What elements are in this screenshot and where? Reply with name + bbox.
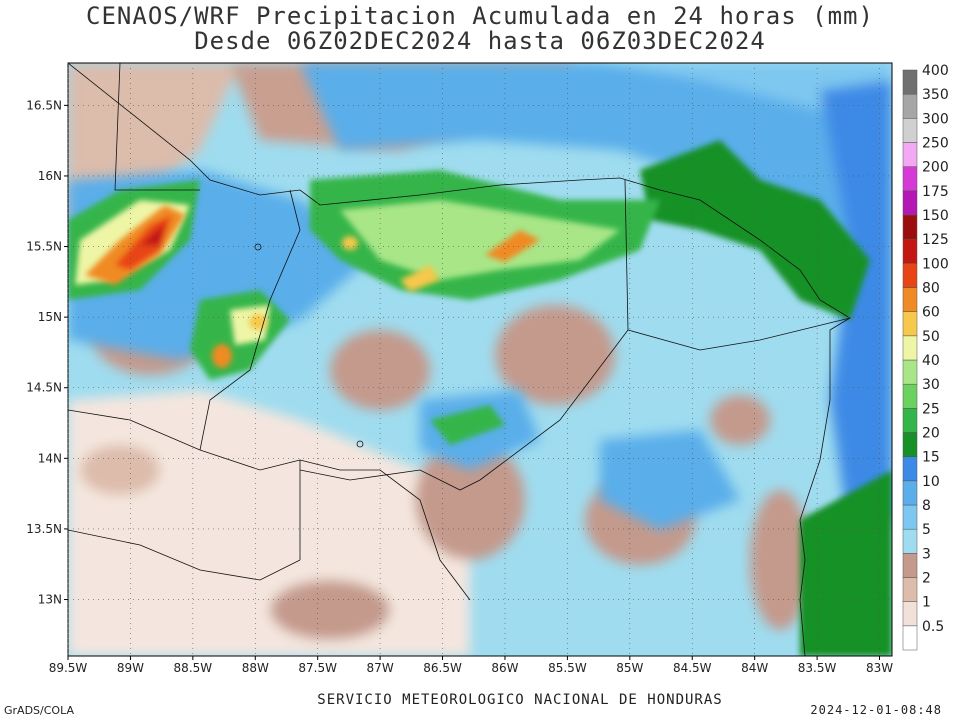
colorbar-swatch [902, 456, 918, 482]
lon-label: 86W [491, 661, 518, 675]
colorbar-label: 10 [922, 474, 940, 490]
lon-label: 86.5W [423, 661, 462, 675]
lat-label: 14N [38, 451, 62, 465]
agency-footer: SERVICIO METEOROLOGICO NACIONAL DE HONDU… [317, 692, 723, 708]
latitude-labels: 16.5N 16N 15.5N 15N 14.5N 14N 13.5N 13N [26, 98, 62, 606]
colorbar-swatch [902, 69, 918, 95]
lat-label: 14.5N [26, 381, 62, 395]
colorbar-label: 40 [922, 353, 940, 369]
colorbar-swatch [902, 166, 918, 192]
colorbar-label: 400 [922, 63, 949, 79]
colorbar-swatch [902, 287, 918, 312]
colorbar-label: 350 [922, 87, 949, 103]
colorbar-swatch [902, 142, 918, 167]
colorbar-label: 300 [922, 111, 949, 127]
map-subtitle: Desde 06Z02DEC2024 hasta 06Z03DEC2024 [194, 27, 766, 55]
colorbar-swatch [902, 432, 918, 457]
map-title: CENAOS/WRF Precipitacion Acumulada en 24… [86, 2, 874, 30]
lat-label: 13N [38, 593, 62, 607]
colorbar-label: 15 [922, 450, 940, 466]
colorbar-swatch [902, 528, 918, 554]
colorbar-label: 60 [922, 305, 940, 321]
lon-label: 89.5W [49, 661, 88, 675]
colorbar-swatch [902, 311, 918, 337]
software-credit: GrADS/COLA [4, 704, 74, 717]
colorbar-swatch [902, 190, 918, 216]
lon-label: 85.5W [548, 661, 587, 675]
lon-label: 87W [367, 661, 394, 675]
colorbar-swatch [902, 553, 918, 578]
colorbar-swatch [902, 601, 918, 627]
colorbar-label: 30 [922, 377, 940, 393]
lon-label: 87.5W [298, 661, 337, 675]
graticule [64, 63, 892, 660]
lat-label: 15.5N [26, 240, 62, 254]
colorbar-label: 25 [922, 401, 940, 417]
timestamp: 2024-12-01-08:48 [810, 703, 942, 717]
colorbar-label: 250 [922, 136, 949, 152]
lon-label: 88W [242, 661, 269, 675]
lon-label: 89W [117, 661, 144, 675]
lat-label: 16.5N [26, 98, 62, 112]
colorbar-label: 2 [922, 571, 931, 587]
lon-label: 88.5W [174, 661, 213, 675]
colorbar-swatch [902, 238, 918, 264]
colorbar-label: 175 [922, 184, 949, 200]
colorbar-swatch [902, 263, 918, 288]
colorbar-label: 20 [922, 426, 940, 442]
lat-label: 13.5N [26, 522, 62, 536]
colorbar-label: 0.5 [922, 619, 944, 635]
colorbar-label: 1 [922, 595, 931, 611]
lon-label: 83W [866, 661, 893, 675]
colorbar-swatch [902, 93, 918, 119]
colorbar-swatch [902, 383, 918, 409]
colorbar-swatch [902, 577, 918, 602]
colorbar-swatch [902, 359, 918, 385]
colorbar-swatch [902, 408, 918, 433]
colorbar: 0.5 1 2 3 5 8 10 15 20 25 30 40 50 60 80 100 125 150 175 20… [902, 63, 949, 651]
colorbar-label: 125 [922, 232, 949, 248]
colorbar-label: 8 [922, 498, 931, 514]
colorbar-swatch [902, 625, 918, 651]
precip-field [68, 63, 892, 656]
lat-label: 15N [38, 310, 62, 324]
lat-label: 16N [38, 169, 62, 183]
colorbar-label: 150 [922, 208, 949, 224]
colorbar-label: 3 [922, 546, 931, 562]
colorbar-swatch [902, 214, 918, 240]
lon-label: 85W [616, 661, 643, 675]
plot-frame [67, 62, 893, 657]
marker [254, 243, 364, 448]
colorbar-label: 50 [922, 329, 940, 345]
colorbar-label: 80 [922, 281, 940, 297]
longitude-labels: 89.5W 89W 88.5W 88W 87.5W 87W 86.5W 86W 85.5W 85W… [49, 661, 894, 675]
lon-label: 84W [741, 661, 768, 675]
colorbar-label: 100 [922, 256, 949, 272]
lon-label: 83.5W [798, 661, 837, 675]
colorbar-swatch [902, 335, 918, 361]
borders [68, 63, 851, 656]
colorbar-label: 5 [922, 522, 931, 538]
colorbar-label: 200 [922, 160, 949, 176]
lon-label: 84.5W [673, 661, 712, 675]
colorbar-swatch [902, 480, 918, 506]
colorbar-swatch [902, 118, 918, 143]
colorbar-swatch [902, 504, 918, 530]
